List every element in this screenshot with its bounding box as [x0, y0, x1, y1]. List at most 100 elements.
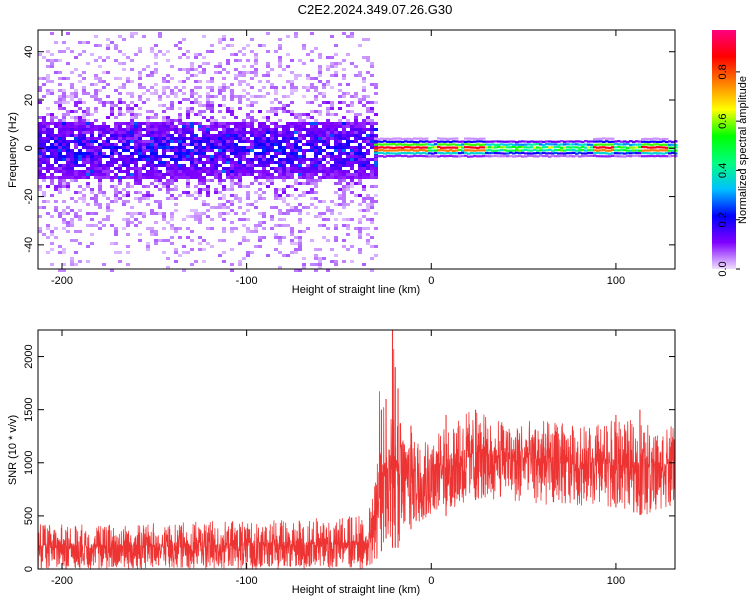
spectrogram-cell: [62, 263, 66, 266]
spectrogram-cell: [274, 92, 278, 95]
snr-y-tick-label: 1000: [23, 451, 35, 475]
spectrogram-cell: [342, 74, 346, 77]
spectrogram-cell: [186, 68, 190, 71]
spectrogram-cell: [527, 146, 531, 149]
spectrogram-cell: [302, 155, 306, 158]
spectrogram-cell: [330, 155, 334, 158]
spectrogram-cell: [314, 131, 318, 134]
spectrogram-cell: [302, 137, 306, 140]
spectrogram-cell: [42, 56, 46, 59]
spectrogram-cell: [230, 170, 234, 173]
spectrogram-cell: [282, 107, 286, 110]
spectrogram-cell: [46, 74, 50, 77]
spectrogram-cell: [170, 227, 174, 230]
spectrogram-cell: [222, 140, 226, 143]
spectrogram-cell: [629, 144, 633, 147]
spectrogram-cell: [46, 185, 50, 188]
spectrogram-cell: [282, 134, 286, 137]
spectrogram-cell: [62, 149, 66, 152]
spectrogram-cell: [599, 155, 603, 158]
spectrogram-cell: [154, 164, 158, 167]
spectrogram-cell: [362, 80, 366, 83]
spectrogram-cell: [334, 143, 338, 146]
spectrogram-cell: [138, 239, 142, 242]
spectrogram-cell: [338, 62, 342, 65]
spectrogram-cell: [122, 200, 126, 203]
spectrogram-cell: [377, 152, 381, 155]
spectrogram-cell: [90, 233, 94, 236]
spectrogram-cell: [258, 155, 262, 158]
spectrogram-cell: [210, 116, 214, 119]
spectrogram-cell: [485, 146, 489, 149]
spectrogram-cell: [214, 167, 218, 170]
spectrogram-cell: [210, 110, 214, 113]
spectrogram-cell: [354, 155, 358, 158]
spectrogram-cell: [380, 149, 384, 152]
spectrogram-cell: [274, 224, 278, 227]
spectrogram-cell: [58, 128, 62, 131]
spectrogram-cell: [206, 95, 210, 98]
spectrogram-cell: [254, 155, 258, 158]
spectrogram-cell: [62, 248, 66, 251]
spectrogram-cell: [266, 164, 270, 167]
spectrogram-cell: [374, 173, 378, 176]
spectrogram-cell: [202, 71, 206, 74]
spectrogram-cell: [126, 104, 130, 107]
spectrogram-cell: [222, 227, 226, 230]
spectrogram-cell: [641, 155, 645, 158]
spectrogram-cell: [377, 140, 381, 143]
spectrogram-cell: [242, 212, 246, 215]
spectrogram-cell: [90, 95, 94, 98]
spectrogram-cell: [218, 41, 222, 44]
spectrogram-cell: [118, 167, 122, 170]
spectrogram-cell: [674, 152, 678, 155]
spectrogram-cell: [338, 179, 342, 182]
spectrogram-cell: [306, 74, 310, 77]
spectrogram-cell: [106, 203, 110, 206]
spectrogram-cell: [366, 161, 370, 164]
spectrogram-cell: [401, 138, 405, 141]
spectrogram-cell: [434, 140, 438, 143]
spectrogram-cell: [78, 218, 82, 221]
spectrogram-cell: [150, 194, 154, 197]
spectrogram-cell: [362, 95, 366, 98]
spectrogram-cell: [270, 107, 274, 110]
spectrogram-cell: [578, 151, 582, 154]
spectrogram-cell: [114, 149, 118, 152]
spectrogram-cell: [102, 71, 106, 74]
spectrogram-cell: [401, 149, 405, 152]
spectrogram-cell: [318, 170, 322, 173]
spectrogram-cell: [54, 122, 58, 125]
spectrogram-cell: [206, 131, 210, 134]
spectrogram-cell: [358, 182, 362, 185]
spectrogram-cell: [226, 140, 230, 143]
spectrogram-cell: [190, 173, 194, 176]
spectrogram-cell: [322, 212, 326, 215]
spectrogram-cell: [142, 86, 146, 89]
spectrogram-cell: [617, 149, 621, 152]
spectrogram-cell: [74, 191, 78, 194]
spectrogram-cell: [250, 149, 254, 152]
spectrogram-cell: [650, 143, 654, 147]
spectrogram-cell: [262, 116, 266, 119]
spectrogram-cell: [274, 197, 278, 200]
spectrogram-cell: [653, 137, 657, 140]
spectrogram-cell: [130, 92, 134, 95]
spectrogram-cell: [473, 137, 477, 140]
spectrogram-cell: [98, 164, 102, 167]
spectrogram-cell: [274, 98, 278, 101]
spectrogram-cell: [150, 170, 154, 173]
spectrogram-cell: [238, 128, 242, 131]
spectrogram-cell: [425, 137, 429, 140]
spectrogram-cell: [62, 98, 66, 101]
spectrogram-cell: [198, 71, 202, 74]
spectrogram-cell: [596, 143, 600, 146]
spectrogram-cell: [330, 128, 334, 131]
spectrogram-cell: [78, 209, 82, 212]
spectrogram-cell: [254, 74, 258, 77]
spectrogram-cell: [401, 140, 405, 144]
spectrogram-cell: [166, 185, 170, 188]
spectrogram-cell: [431, 146, 435, 149]
spectrogram-cell: [314, 89, 318, 92]
spectrogram-cell: [242, 65, 246, 68]
